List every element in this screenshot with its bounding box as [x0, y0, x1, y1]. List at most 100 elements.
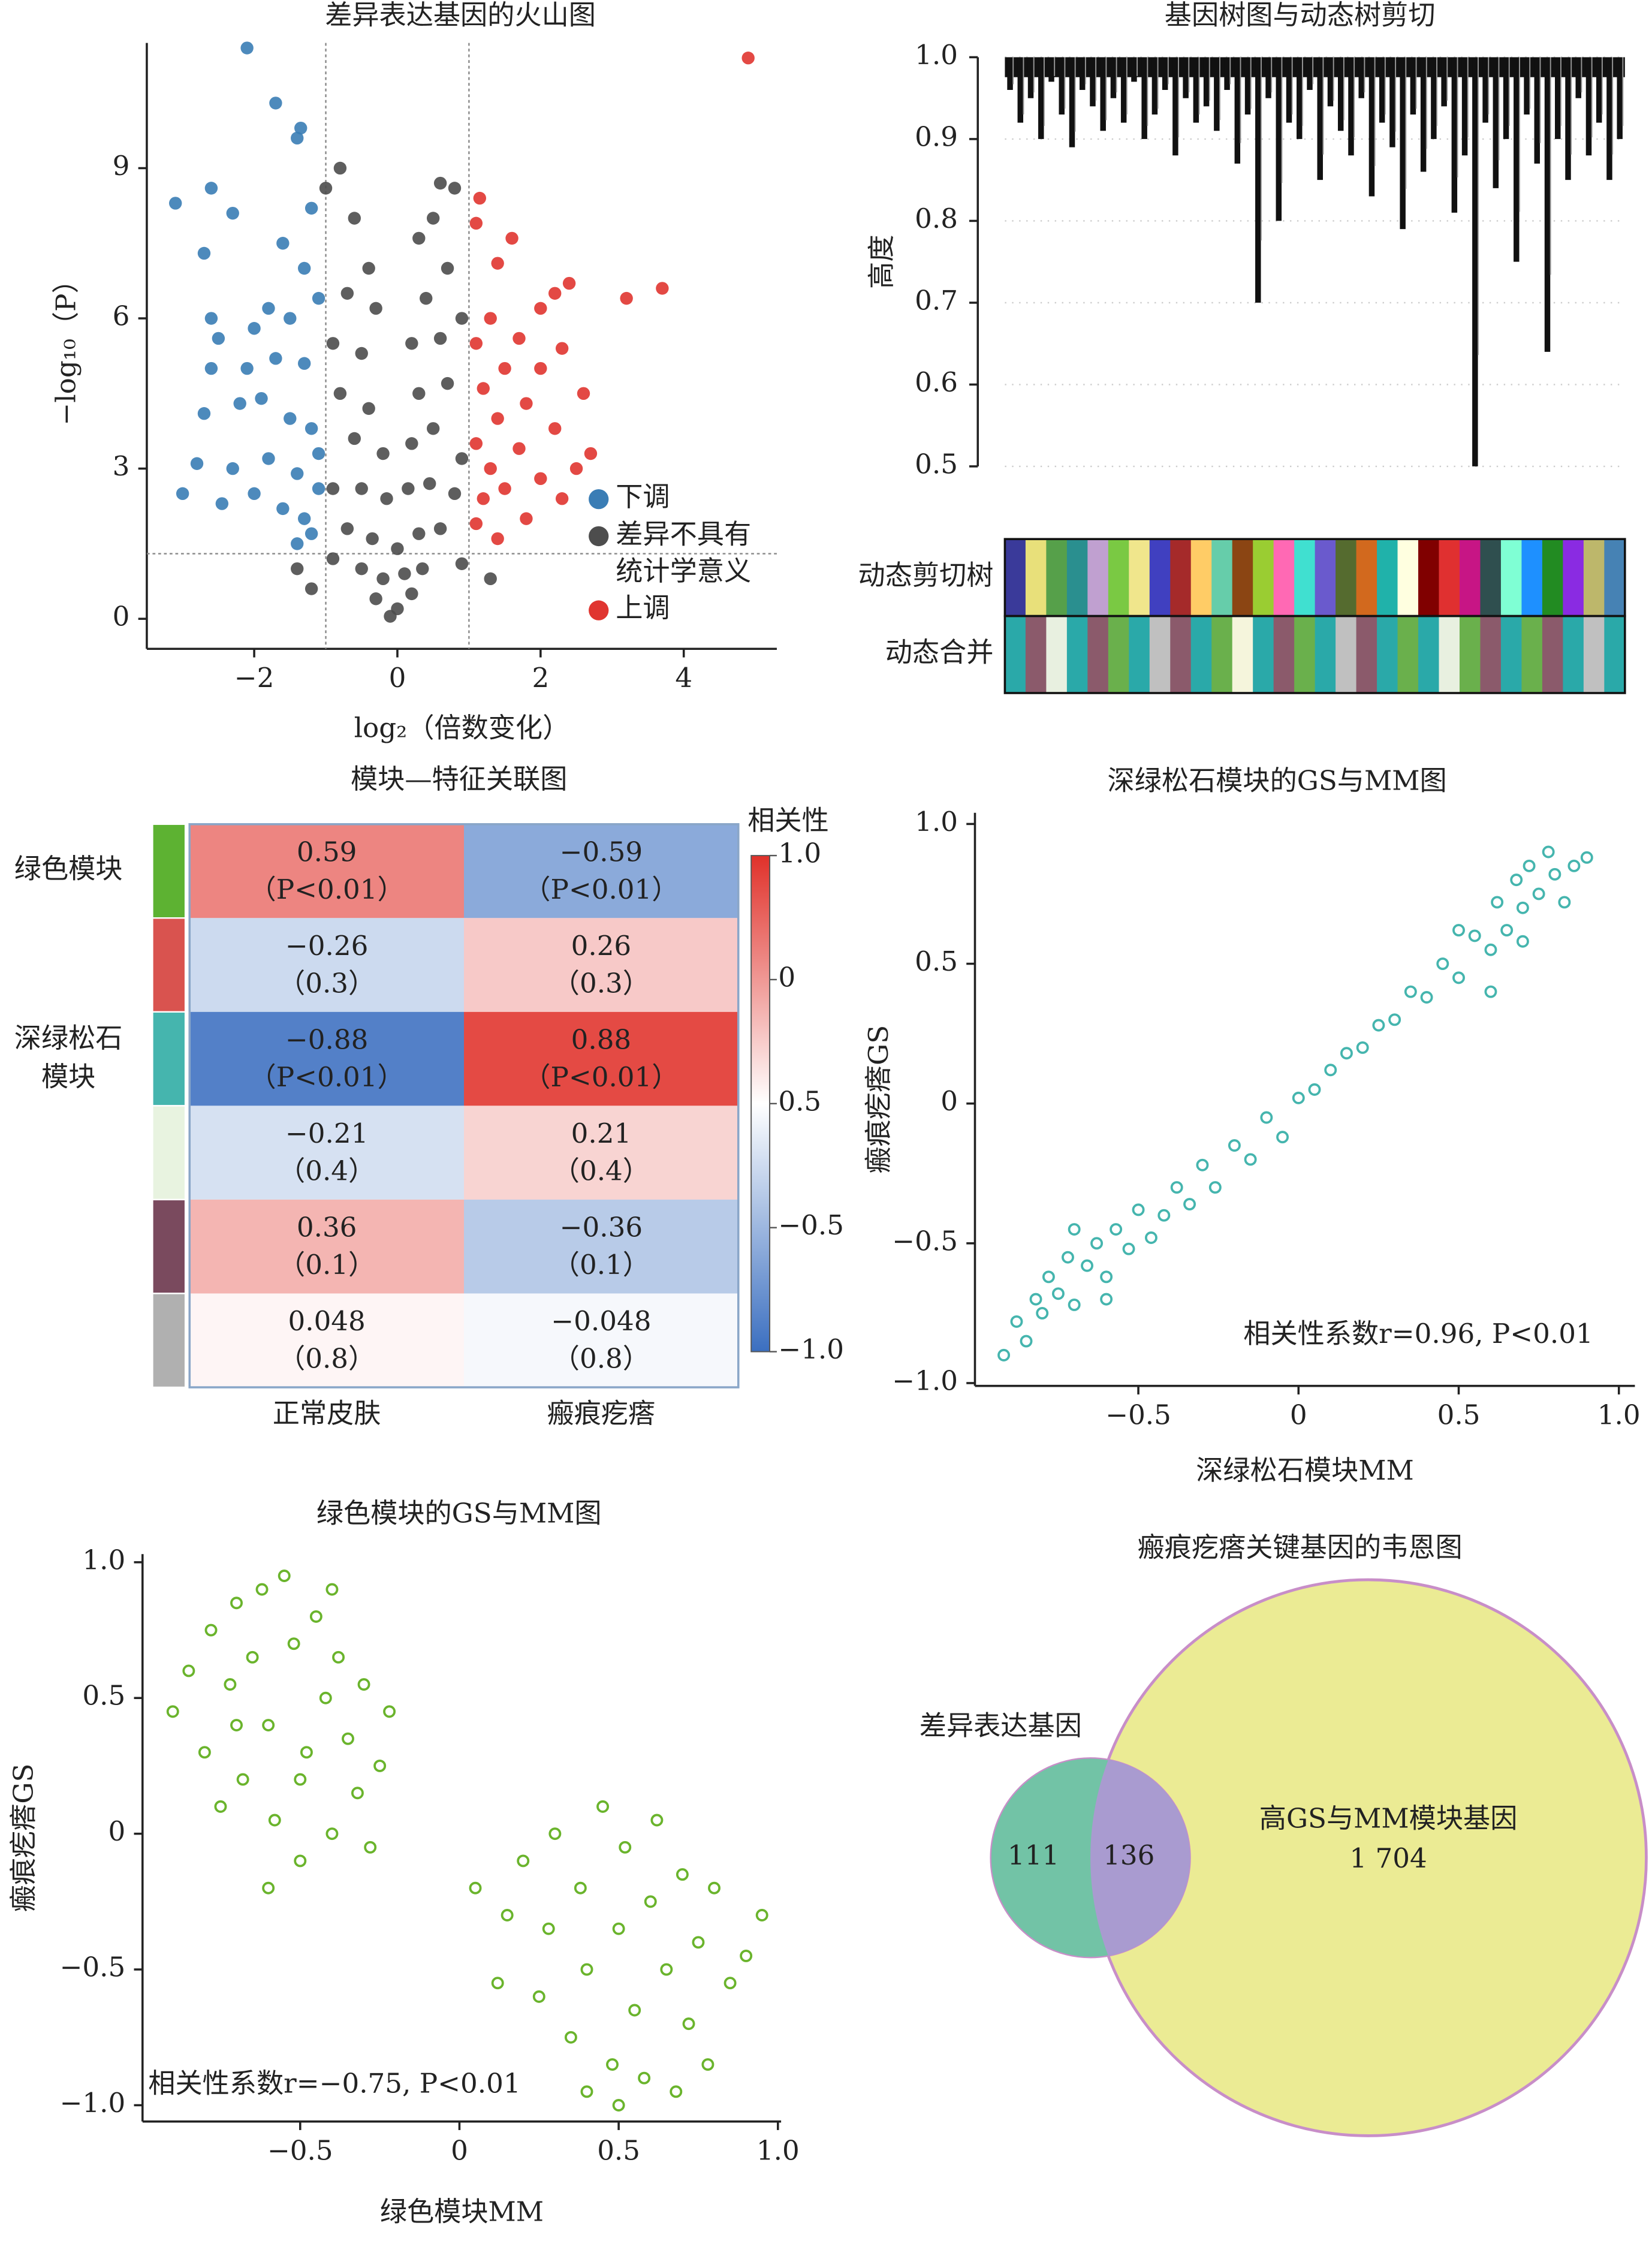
point — [1558, 896, 1571, 909]
module-color — [1500, 539, 1523, 616]
module-color — [1542, 616, 1564, 693]
colorbar-tick-label: 1.0 — [778, 838, 821, 869]
point — [1484, 985, 1497, 998]
point — [1144, 1231, 1157, 1244]
count-label: 1 704 — [1349, 1842, 1427, 1874]
module-color — [1025, 539, 1047, 616]
point — [455, 452, 469, 465]
legend-marker — [589, 600, 609, 621]
x-axis-label: log₂（倍数变化） — [354, 712, 570, 743]
y-tick-label: 0.6 — [915, 366, 958, 398]
y-tick-label: −1.0 — [60, 2087, 126, 2119]
point — [584, 447, 598, 460]
point — [278, 1570, 291, 1582]
module-color — [1149, 539, 1171, 616]
chart-title: 深绿松石模块的GS与MM图 — [1108, 764, 1447, 796]
legend-label: 差异不具有统计学意义 — [616, 518, 751, 587]
point — [240, 41, 254, 55]
point — [498, 482, 511, 495]
point — [1484, 943, 1497, 956]
point — [362, 261, 375, 275]
module-color — [1211, 616, 1233, 693]
module-color — [1066, 539, 1089, 616]
point — [405, 587, 418, 601]
point — [1580, 851, 1593, 864]
point — [166, 1705, 179, 1718]
heatmap-cell — [464, 1199, 738, 1294]
point — [708, 1881, 721, 1894]
point — [1090, 1237, 1104, 1250]
legend-marker — [589, 526, 609, 547]
point — [555, 492, 569, 505]
legend-label: 上调 — [616, 592, 670, 624]
point — [469, 216, 483, 230]
point — [269, 352, 282, 365]
cell-value: −0.26 — [285, 930, 368, 962]
point — [564, 2031, 577, 2044]
module-color — [1046, 616, 1068, 693]
point — [284, 312, 297, 325]
point — [755, 1909, 768, 1921]
module-color — [1521, 616, 1544, 693]
point — [332, 1650, 345, 1664]
chart-title: 差异表达基因的火山图 — [325, 0, 596, 31]
point — [455, 312, 469, 325]
point — [376, 572, 390, 586]
module-color — [1480, 539, 1502, 616]
point — [233, 397, 246, 410]
module-row-label: 动态剪切树 — [858, 559, 994, 591]
point — [1500, 924, 1514, 937]
point — [1516, 935, 1529, 948]
module-color — [1336, 616, 1357, 693]
point — [1062, 1251, 1074, 1264]
point — [542, 1922, 555, 1935]
module-color — [1046, 539, 1068, 616]
row-label: 深绿松石模块 — [14, 1022, 123, 1092]
x-tick-label: −2 — [234, 662, 275, 694]
point — [620, 291, 633, 305]
module-color — [1005, 539, 1027, 616]
point — [262, 452, 275, 465]
x-tick-label: 4 — [675, 662, 692, 694]
y-tick-label: 9 — [113, 150, 130, 182]
point — [1196, 1158, 1209, 1171]
module-color — [152, 1105, 186, 1201]
point — [1452, 924, 1465, 937]
point — [628, 2004, 641, 2017]
point — [1042, 1270, 1055, 1284]
module-color — [1108, 539, 1130, 616]
point — [423, 477, 436, 490]
point — [491, 257, 504, 270]
point — [204, 182, 218, 195]
colorbar-tick-label: 0.5 — [778, 1085, 821, 1117]
point — [469, 1881, 482, 1894]
point — [577, 387, 590, 400]
point — [1567, 859, 1581, 872]
y-tick-label: 6 — [113, 300, 130, 332]
point — [204, 1624, 218, 1637]
point — [433, 332, 447, 345]
module-color — [1087, 616, 1110, 693]
point — [416, 562, 429, 576]
point — [182, 1664, 195, 1677]
y-tick-label: 0 — [113, 601, 130, 632]
point — [230, 1719, 243, 1731]
point — [555, 342, 569, 355]
point — [1372, 1019, 1385, 1032]
module-color — [1563, 616, 1585, 693]
y-tick-label: 0.9 — [915, 121, 958, 152]
point — [1068, 1223, 1081, 1236]
point — [1051, 1287, 1065, 1300]
point — [284, 412, 297, 425]
point — [312, 447, 325, 460]
y-tick-label: 0.8 — [915, 203, 958, 234]
point — [246, 1650, 259, 1664]
point — [1132, 1203, 1145, 1216]
cell-p: （0.8） — [278, 1343, 375, 1375]
point — [291, 131, 304, 145]
point — [505, 231, 518, 245]
point — [262, 1881, 275, 1894]
cell-value: −0.36 — [560, 1212, 643, 1243]
module-color — [1315, 616, 1337, 693]
module-color — [1418, 539, 1440, 616]
